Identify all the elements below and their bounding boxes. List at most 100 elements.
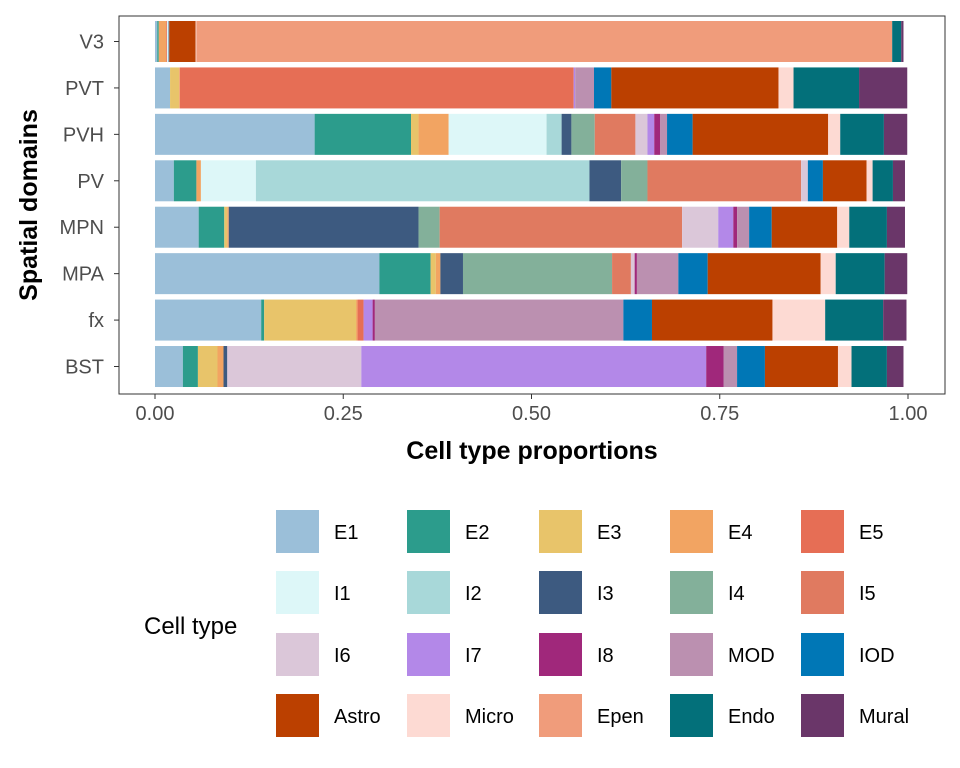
bar-segment-mpa-mod bbox=[636, 253, 679, 295]
bar-segment-mpn-iod bbox=[749, 206, 772, 248]
legend-key-micro bbox=[407, 694, 450, 737]
bar-segment-pv-iod bbox=[807, 160, 823, 202]
bar-segment-fx-mod bbox=[374, 299, 624, 341]
bar-segment-mpn-i3 bbox=[228, 206, 419, 248]
legend-key-epen bbox=[539, 694, 582, 737]
bar-segment-bst-mod bbox=[723, 346, 738, 388]
legend-title: Cell type bbox=[144, 613, 237, 640]
bar-segment-fx-e2 bbox=[261, 299, 265, 341]
bar-segment-v3-epen bbox=[196, 21, 893, 62]
y-axis-title: Spatial domains bbox=[15, 109, 43, 301]
bar-segment-v3-e1 bbox=[155, 21, 158, 62]
legend-key-i2 bbox=[407, 571, 450, 614]
legend-key-mural bbox=[801, 694, 844, 737]
legend-label-e5: E5 bbox=[859, 522, 883, 544]
bar-segment-pv-i1 bbox=[200, 160, 256, 202]
legend-label-i8: I8 bbox=[597, 645, 614, 667]
bar-segment-bst-e4 bbox=[217, 346, 224, 388]
legend-label-i6: I6 bbox=[334, 645, 351, 667]
legend-key-i7 bbox=[407, 633, 450, 676]
x-tick-label: 0.50 bbox=[512, 403, 551, 425]
bar-segment-pvt-e3 bbox=[170, 67, 180, 109]
legend-label-i1: I1 bbox=[334, 583, 351, 605]
bar-segment-pvh-e2 bbox=[314, 113, 412, 155]
bar-segment-pvh-i1 bbox=[448, 113, 547, 155]
bar-segment-v3-e4 bbox=[158, 21, 167, 62]
y-tick-label: PV bbox=[77, 171, 104, 193]
bar-segment-v3-micro bbox=[195, 21, 197, 62]
legend-label-i5: I5 bbox=[859, 583, 876, 605]
bar-segment-v3-i3 bbox=[168, 21, 170, 62]
legend-key-i5 bbox=[801, 571, 844, 614]
bar-segment-fx-micro bbox=[772, 299, 826, 341]
bar-segment-bst-i7 bbox=[361, 346, 707, 388]
bar-segment-pvh-i5 bbox=[594, 113, 636, 155]
bar-segment-pvh-i8 bbox=[654, 113, 661, 155]
bar-segment-mpa-i6 bbox=[630, 253, 635, 295]
bar-segment-pv-e1 bbox=[155, 160, 174, 202]
x-tick-label: 1.00 bbox=[889, 403, 928, 425]
legend-label-i7: I7 bbox=[465, 645, 482, 667]
bar-segment-pvh-mural bbox=[883, 113, 908, 155]
bar-segment-pvt-micro bbox=[778, 67, 794, 109]
y-tick-label: MPA bbox=[62, 264, 105, 286]
legend-label-iod: IOD bbox=[859, 645, 895, 667]
bar-segment-pvh-e4 bbox=[418, 113, 449, 155]
bar-segment-mpa-micro bbox=[820, 253, 836, 295]
legend-key-astro bbox=[276, 694, 319, 737]
bar-segment-pvt-mural bbox=[859, 67, 908, 109]
legend-key-mod bbox=[670, 633, 713, 676]
y-tick-label: fx bbox=[88, 310, 104, 332]
bar-segment-pvh-e3 bbox=[411, 113, 419, 155]
legend-label-mod: MOD bbox=[728, 645, 775, 667]
bar-segment-bst-i8 bbox=[706, 346, 724, 388]
legend-key-e1 bbox=[276, 510, 319, 553]
bar-segment-bst-mural bbox=[886, 346, 904, 388]
x-axis: 0.00 0.25 0.50 0.75 1.00 bbox=[136, 394, 928, 425]
bar-segment-mpa-i5 bbox=[612, 253, 631, 295]
bar-segment-mpa-e4 bbox=[435, 253, 441, 295]
y-tick-label: V3 bbox=[80, 32, 104, 54]
bar-segment-v3-astro bbox=[169, 21, 196, 62]
bar-segment-pvh-i7 bbox=[647, 113, 655, 155]
bar-segment-mpn-i7 bbox=[718, 206, 734, 248]
bar-segment-pvh-e1 bbox=[155, 113, 315, 155]
y-tick-label: PVT bbox=[65, 78, 104, 100]
bar-segment-fx-e5 bbox=[357, 299, 364, 341]
bar-segment-fx-iod bbox=[623, 299, 652, 341]
bar-segment-mpa-e2 bbox=[379, 253, 431, 295]
bar-segment-mpn-endo bbox=[849, 206, 887, 248]
legend-label-i4: I4 bbox=[728, 583, 745, 605]
y-axis: V3 PVT PVH PV MPN MPA fx BST bbox=[60, 32, 119, 379]
legend-key-i6 bbox=[276, 633, 319, 676]
legend-label-i2: I2 bbox=[465, 583, 482, 605]
x-tick-label: 0.25 bbox=[324, 403, 363, 425]
bar-segment-pvt-mod bbox=[575, 67, 594, 109]
bar-segment-mpa-endo bbox=[835, 253, 885, 295]
bar-segment-pv-endo bbox=[872, 160, 893, 202]
bar-segment-mpn-astro bbox=[771, 206, 838, 248]
bar-segment-bst-i6 bbox=[227, 346, 362, 388]
legend-label-epen: Epen bbox=[597, 706, 644, 728]
bar-segment-pv-i4 bbox=[621, 160, 648, 202]
bar-segment-pvh-i3 bbox=[561, 113, 572, 155]
bar-segment-mpa-e3 bbox=[430, 253, 436, 295]
bar-segment-mpn-e2 bbox=[198, 206, 225, 248]
legend-key-e2 bbox=[407, 510, 450, 553]
bar-segment-mpn-e4 bbox=[227, 206, 229, 248]
bar-segment-fx-e1 bbox=[155, 299, 262, 341]
legend-key-i8 bbox=[539, 633, 582, 676]
bar-segment-pv-mural bbox=[892, 160, 905, 202]
bar-segment-v3-e2 bbox=[157, 21, 159, 62]
bar-segment-pvh-i4 bbox=[571, 113, 595, 155]
bar-segment-mpa-astro bbox=[707, 253, 821, 295]
bar-segment-pv-i3 bbox=[589, 160, 622, 202]
bar-segment-pvt-astro bbox=[611, 67, 779, 109]
legend-key-endo bbox=[670, 694, 713, 737]
bar-segment-pvh-astro bbox=[692, 113, 829, 155]
y-tick-label: MPN bbox=[60, 217, 104, 239]
bar-segment-pvt-endo bbox=[793, 67, 860, 109]
bar-segment-mpn-i6 bbox=[682, 206, 719, 248]
bar-segment-fx-i8 bbox=[372, 299, 375, 341]
